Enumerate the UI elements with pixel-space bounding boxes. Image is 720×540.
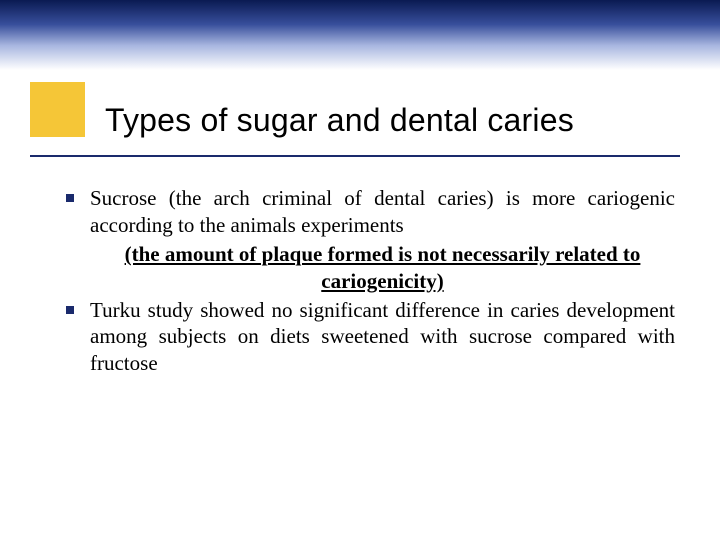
title-container: Types of sugar and dental caries [105, 102, 680, 139]
bullet-text: Sucrose (the arch criminal of dental car… [90, 185, 675, 239]
content-area: Sucrose (the arch criminal of dental car… [90, 185, 675, 379]
list-item: Turku study showed no significant differ… [90, 297, 675, 378]
slide-title: Types of sugar and dental caries [105, 102, 680, 139]
title-underline [30, 155, 680, 157]
accent-square [30, 82, 85, 137]
square-bullet-icon [66, 194, 74, 202]
square-bullet-icon [66, 306, 74, 314]
top-gradient-bar [0, 0, 720, 70]
bullet-text: Turku study showed no significant differ… [90, 297, 675, 378]
bullet-subtext-emphasis: (the amount of plaque formed is not nece… [98, 241, 667, 295]
list-item: Sucrose (the arch criminal of dental car… [90, 185, 675, 239]
